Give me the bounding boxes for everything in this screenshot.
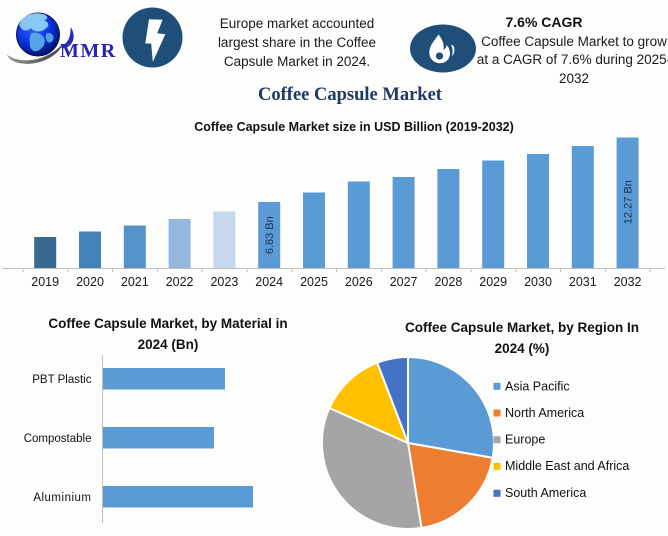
svg-text:2024: 2024 — [255, 275, 283, 289]
svg-text:2021: 2021 — [121, 275, 149, 289]
svg-text:South America: South America — [505, 486, 586, 500]
svg-text:6.83 Bn: 6.83 Bn — [264, 216, 276, 254]
svg-text:2023: 2023 — [210, 275, 238, 289]
svg-text:2032: 2032 — [614, 275, 642, 289]
svg-text:2030: 2030 — [524, 275, 552, 289]
svg-text:Europe: Europe — [505, 433, 545, 447]
svg-text:2027: 2027 — [390, 275, 418, 289]
svg-text:2026: 2026 — [345, 275, 373, 289]
svg-text:2029: 2029 — [479, 275, 507, 289]
svg-text:2022: 2022 — [166, 275, 194, 289]
svg-text:2019: 2019 — [31, 275, 59, 289]
svg-text:2025: 2025 — [300, 275, 328, 289]
svg-text:Asia Pacific: Asia Pacific — [505, 380, 570, 394]
svg-text:12.27 Bn: 12.27 Bn — [623, 180, 635, 224]
svg-text:Aluminium: Aluminium — [33, 492, 91, 504]
svg-text:North America: North America — [505, 406, 584, 420]
svg-text:Middle East and Africa: Middle East and Africa — [505, 459, 629, 473]
svg-text:2031: 2031 — [569, 275, 597, 289]
svg-text:2020: 2020 — [76, 275, 104, 289]
svg-text:Compostable: Compostable — [24, 433, 92, 445]
svg-text:MMR: MMR — [60, 40, 117, 62]
svg-text:2028: 2028 — [434, 275, 462, 289]
svg-text:PBT Plastic: PBT Plastic — [32, 374, 91, 386]
